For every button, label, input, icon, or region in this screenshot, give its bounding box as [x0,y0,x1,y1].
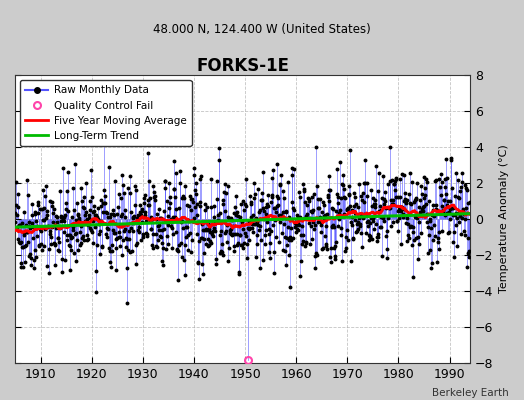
Text: 48.000 N, 124.400 W (United States): 48.000 N, 124.400 W (United States) [153,24,371,36]
Title: FORKS-1E: FORKS-1E [196,57,289,75]
Y-axis label: Temperature Anomaly (°C): Temperature Anomaly (°C) [499,145,509,294]
Legend: Raw Monthly Data, Quality Control Fail, Five Year Moving Average, Long-Term Tren: Raw Monthly Data, Quality Control Fail, … [20,80,191,146]
Text: Berkeley Earth: Berkeley Earth [432,388,508,398]
